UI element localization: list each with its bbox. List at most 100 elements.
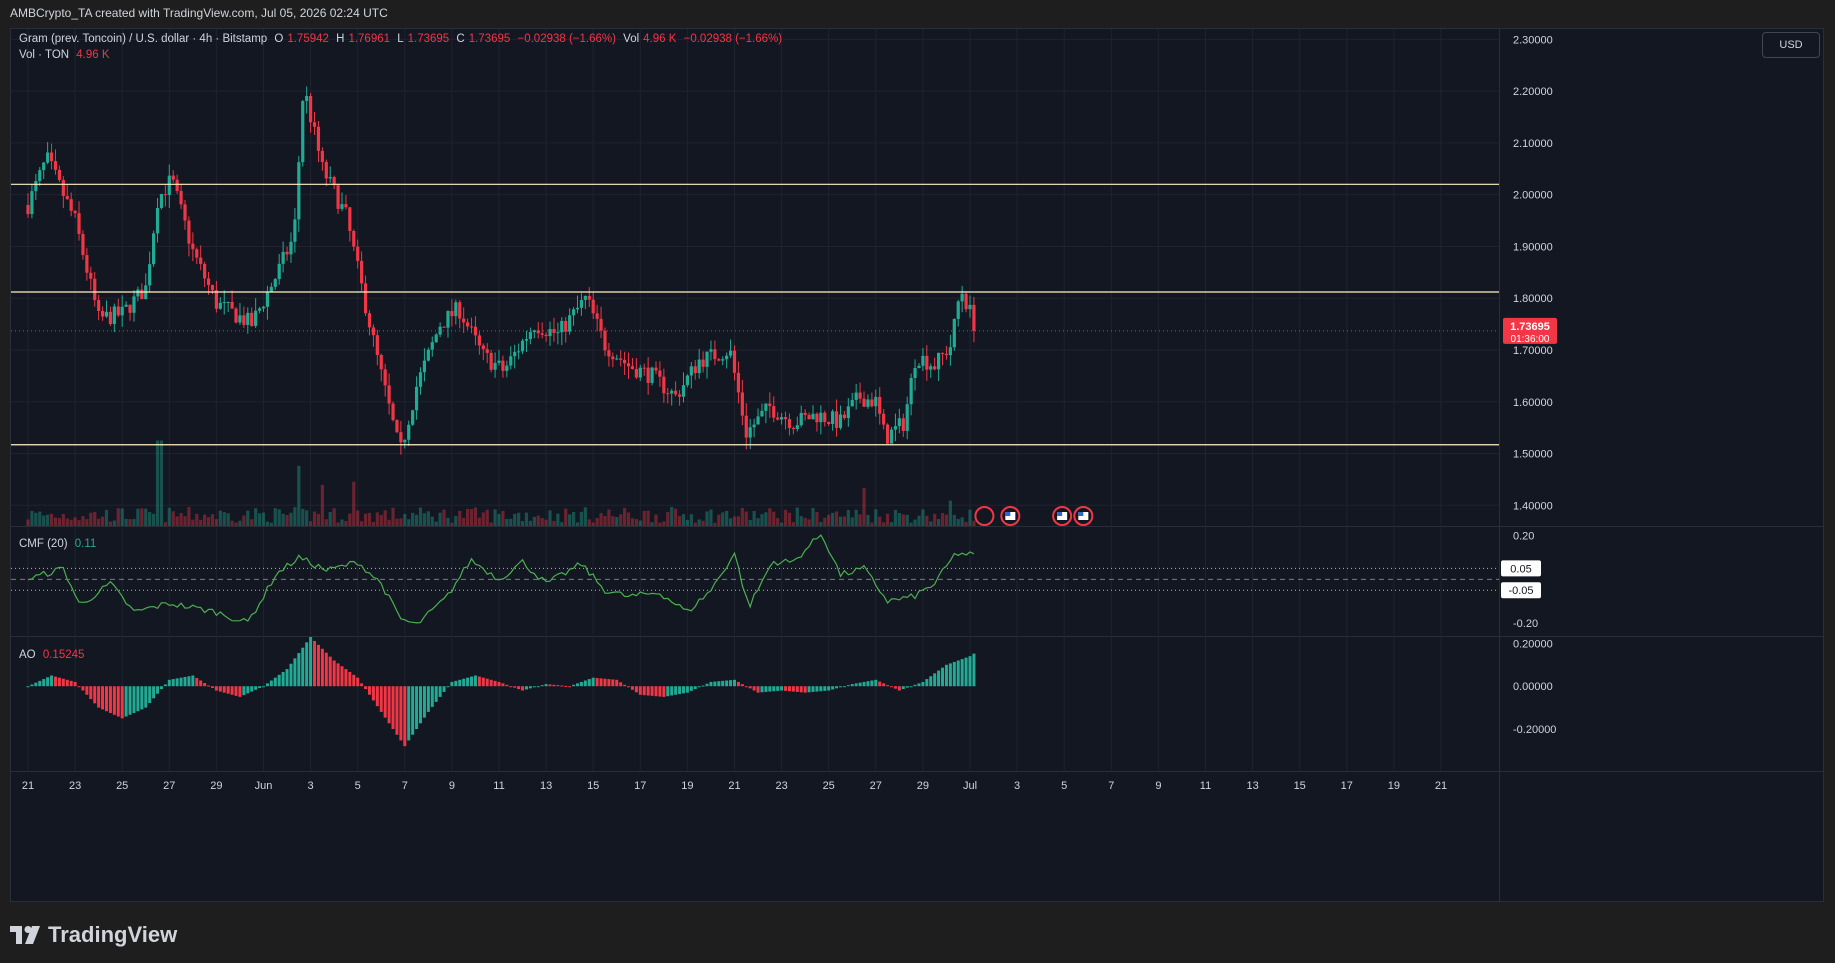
candle-body [666,393,670,395]
ao-bar [65,679,69,687]
volume-bar [297,465,301,526]
volume-bar [144,508,148,526]
ao-bar [760,686,764,693]
ao-bar [733,679,736,687]
ao-bar [693,686,697,690]
candle-body [344,204,348,208]
candle-body [85,255,89,273]
x-tick-label: 7 [402,780,408,792]
candle-body [97,300,101,311]
volume-bar [619,514,623,526]
ao-bar [187,676,191,687]
volume-bar [925,515,929,526]
volume-bar [599,512,603,526]
volume-bar [155,440,160,526]
candle-body [375,335,379,355]
ao-legend: AO 0.15245 [19,649,88,661]
ao-bar [140,686,144,710]
ao-bar [905,686,909,688]
volume-bar [505,518,509,526]
volume-bar [571,512,576,526]
volume-bar [736,516,741,526]
candle-body [638,367,642,378]
volume-bar [552,520,556,526]
candle-body [838,414,843,428]
volume-bar [689,514,693,526]
volume-bar [501,510,505,526]
ao-bar [426,686,430,712]
candle-body [257,308,262,311]
candle-body [49,152,54,162]
volume-bar [81,516,85,526]
volume-bar [772,511,776,526]
volume-bar [921,509,925,526]
volume-bar [434,521,438,526]
symbol-title[interactable]: Gram (prev. Toncoin) / U.S. dollar · 4h … [19,33,268,45]
ao-bar [705,683,709,687]
candle-body [293,219,297,242]
x-tick-label: Jul [963,780,977,792]
ao-bar [630,686,634,690]
ao-bar [470,676,474,687]
x-tick-label: 11 [1200,780,1211,792]
ao-label[interactable]: AO [19,649,36,661]
ao-bar [277,674,281,687]
volume-bar [705,511,709,526]
ao-bar [320,648,324,687]
ao-bar [466,677,470,687]
ao-bar [360,683,364,687]
price-tick-label: 1.50000 [1513,449,1553,461]
x-tick-label: Jun [255,780,273,792]
volume-bar [203,514,207,526]
volume-bar [603,515,607,526]
volume-bar [795,507,799,526]
price-tick-label: 2.20000 [1513,86,1553,98]
tradingview-logo[interactable]: TradingView [10,922,177,948]
ao-bar [144,686,148,708]
candle-body [575,307,580,310]
candle-body [136,289,140,297]
volume-bar [905,514,909,526]
volume-bar [866,514,870,526]
ao-bar [591,677,595,687]
candle-body [677,394,682,397]
candle-body [234,308,238,323]
volume-bar [811,507,815,526]
volume-bar [776,518,780,526]
ao-bar [956,660,960,687]
volume-bar [517,512,521,526]
candle-body [732,350,737,373]
volume-bar [289,512,293,526]
x-tick-label: 7 [1108,780,1114,792]
ao-bar [313,640,317,687]
candle-body [944,353,949,356]
volume-bar [968,509,972,526]
ao-bar [890,686,893,688]
currency-button[interactable]: USD [1762,32,1820,58]
candle-body [273,279,277,287]
volume-bar [819,521,823,526]
vol-series-value: 4.96 K [76,49,110,61]
volume-bar [38,511,42,526]
tradingview-brand-text: TradingView [48,922,178,947]
cmf-label[interactable]: CMF (20) [19,538,68,550]
ao-bar [913,684,917,687]
volume-bar [356,510,360,526]
chart-panel[interactable]: 21 23 25 27 29 Jun 3 5 7 9 11 13 15 17 19 21 23 25 27 29 Jul… [10,28,1824,902]
dividend-event-icon [974,506,995,526]
candle-body [556,332,560,334]
ao-bar [42,679,46,687]
volume-bar [379,514,383,526]
ao-bar [438,686,442,697]
volume-bar [61,514,65,526]
vol-series-label[interactable]: Vol · TON [19,49,70,61]
chart-canvas[interactable]: 21 23 25 27 29 Jun 3 5 7 9 11 13 15 17 19 21 23 25 27 29 Jul… [11,29,1823,901]
volume-bar [917,515,921,526]
candle-body [630,366,635,369]
ao-bar [528,686,532,689]
volume-bar [316,513,321,526]
candle-body [846,406,850,419]
candle-body [909,377,913,405]
volume-bar [646,510,650,526]
candle-body [493,362,497,370]
